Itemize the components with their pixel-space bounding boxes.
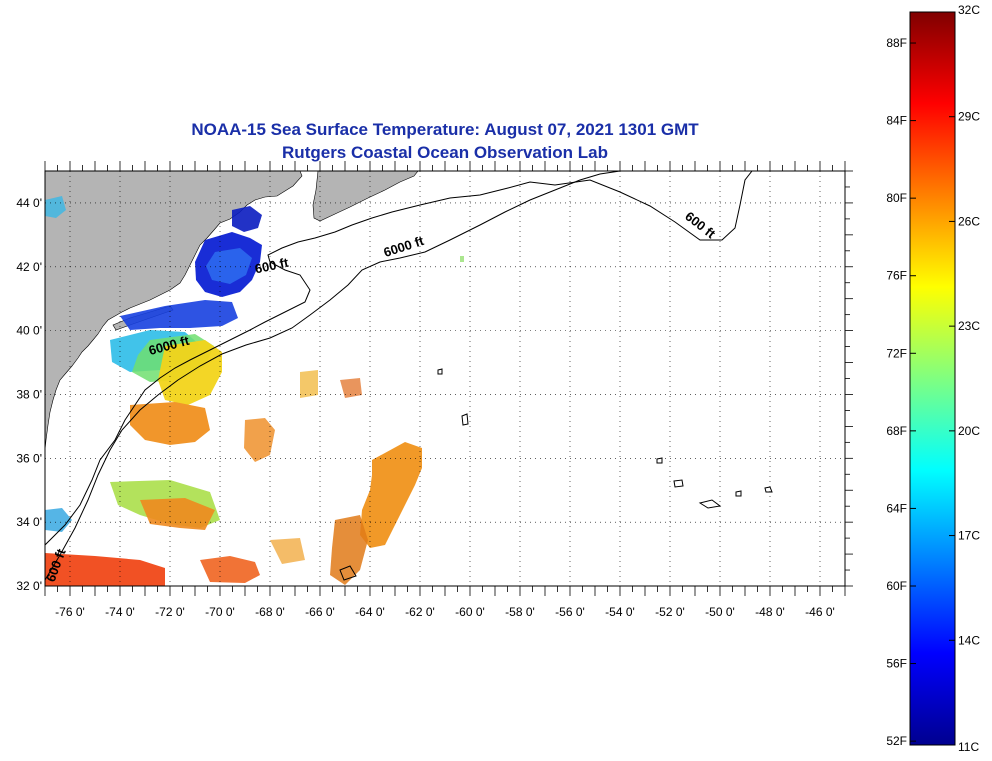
sst-patch-eddy-tail bbox=[330, 515, 368, 585]
celsius-label: 26C bbox=[958, 214, 980, 228]
seamount-7 bbox=[461, 413, 469, 426]
fahrenheit-label: 68F bbox=[886, 424, 907, 438]
land-and-data-layer bbox=[45, 171, 773, 586]
lon-tick-label: -66 0' bbox=[305, 605, 335, 619]
lon-tick-label: -76 0' bbox=[55, 605, 85, 619]
sst-patch-scatter-4 bbox=[460, 256, 464, 262]
map-axes: -76 0' -74 0' -72 0' -70 0' -68 0' -66 0' -64 … bbox=[16, 161, 853, 619]
celsius-label: 32C bbox=[958, 3, 980, 17]
sst-patch-scatter-1 bbox=[300, 370, 318, 398]
land-nova-scotia bbox=[312, 171, 419, 222]
lat-tick-label: 32 0' bbox=[16, 579, 42, 593]
seamount-4 bbox=[735, 490, 742, 497]
celsius-label: 29C bbox=[958, 110, 980, 124]
lon-tick-label: -50 0' bbox=[705, 605, 735, 619]
lon-tick-label: -46 0' bbox=[805, 605, 835, 619]
sst-patch-scatter-2 bbox=[340, 378, 362, 398]
map-title: NOAA-15 Sea Surface Temperature: August … bbox=[45, 118, 845, 164]
sst-patch-ne-shelf bbox=[120, 300, 238, 330]
fahrenheit-label: 56F bbox=[886, 657, 907, 671]
sst-patch-scatter-3 bbox=[270, 538, 305, 564]
lat-lon-grid bbox=[45, 171, 845, 587]
seamount-8 bbox=[437, 368, 443, 375]
fahrenheit-label: 80F bbox=[886, 191, 907, 205]
contour-6000ft-line bbox=[45, 171, 621, 581]
sst-patch-southern-orange bbox=[140, 498, 215, 530]
temperature-colorbar: 32C 29C 26C 23C 20C 17C 14C 11C 88F 84F 80F 76F 72F 6… bbox=[886, 3, 980, 754]
lat-tick-label: 42 0' bbox=[16, 260, 42, 274]
fahrenheit-label: 52F bbox=[886, 734, 907, 748]
colorbar-gradient bbox=[909, 11, 956, 746]
seamount-6 bbox=[764, 486, 773, 493]
sst-patch-south-shelf bbox=[45, 508, 72, 532]
lon-tick-label: -56 0' bbox=[555, 605, 585, 619]
lat-tick-label: 36 0' bbox=[16, 451, 42, 465]
lon-tick-label: -54 0' bbox=[605, 605, 635, 619]
lon-tick-label: -48 0' bbox=[755, 605, 785, 619]
land-mainland bbox=[45, 171, 303, 451]
sst-patch-nova-strip bbox=[45, 196, 66, 218]
fahrenheit-label: 64F bbox=[886, 501, 907, 515]
sst-patch-south-orange-2 bbox=[200, 556, 260, 583]
celsius-label: 20C bbox=[958, 424, 980, 438]
lon-tick-label: -58 0' bbox=[505, 605, 535, 619]
colorbar-labels: 32C 29C 26C 23C 20C 17C 14C 11C 88F 84F 80F 76F 72F 6… bbox=[886, 3, 980, 754]
lon-tick-label: -68 0' bbox=[255, 605, 285, 619]
sst-patch-scotian-shelf bbox=[232, 206, 262, 232]
title-line-1: NOAA-15 Sea Surface Temperature: August … bbox=[191, 120, 699, 139]
title-line-2: Rutgers Coastal Ocean Observation Lab bbox=[282, 143, 608, 162]
sst-patch-warm-orange-2 bbox=[244, 418, 275, 462]
celsius-label: 11C bbox=[958, 740, 979, 754]
contour-600ft-line bbox=[45, 171, 753, 546]
lat-tick-label: 40 0' bbox=[16, 324, 42, 338]
fahrenheit-label: 60F bbox=[886, 579, 907, 593]
lat-tick-label: 38 0' bbox=[16, 387, 42, 401]
sst-patch-warm-orange-1 bbox=[130, 402, 210, 445]
lon-tick-label: -74 0' bbox=[105, 605, 135, 619]
lon-tick-label: -60 0' bbox=[455, 605, 485, 619]
sst-patch-maine-inner bbox=[206, 248, 252, 284]
sst-patch-central-eddy bbox=[360, 442, 422, 548]
lon-tick-label: -52 0' bbox=[655, 605, 685, 619]
lon-tick-label: -62 0' bbox=[405, 605, 435, 619]
seamount-3 bbox=[673, 479, 684, 488]
fahrenheit-label: 84F bbox=[886, 114, 907, 128]
lon-tick-label: -64 0' bbox=[355, 605, 385, 619]
celsius-label: 23C bbox=[958, 319, 980, 333]
sst-patch-south-red bbox=[45, 553, 165, 586]
contour-label: 600 ft bbox=[253, 255, 290, 277]
fahrenheit-label: 72F bbox=[886, 346, 907, 360]
fahrenheit-label: 88F bbox=[886, 36, 907, 50]
celsius-label: 17C bbox=[958, 529, 980, 543]
lon-tick-label: -72 0' bbox=[155, 605, 185, 619]
seamount-1 bbox=[339, 565, 357, 581]
lat-tick-label: 34 0' bbox=[16, 515, 42, 529]
celsius-label: 14C bbox=[958, 633, 980, 647]
fahrenheit-label: 76F bbox=[886, 269, 907, 283]
lon-tick-label: -70 0' bbox=[205, 605, 235, 619]
lat-tick-label: 44 0' bbox=[16, 196, 42, 210]
